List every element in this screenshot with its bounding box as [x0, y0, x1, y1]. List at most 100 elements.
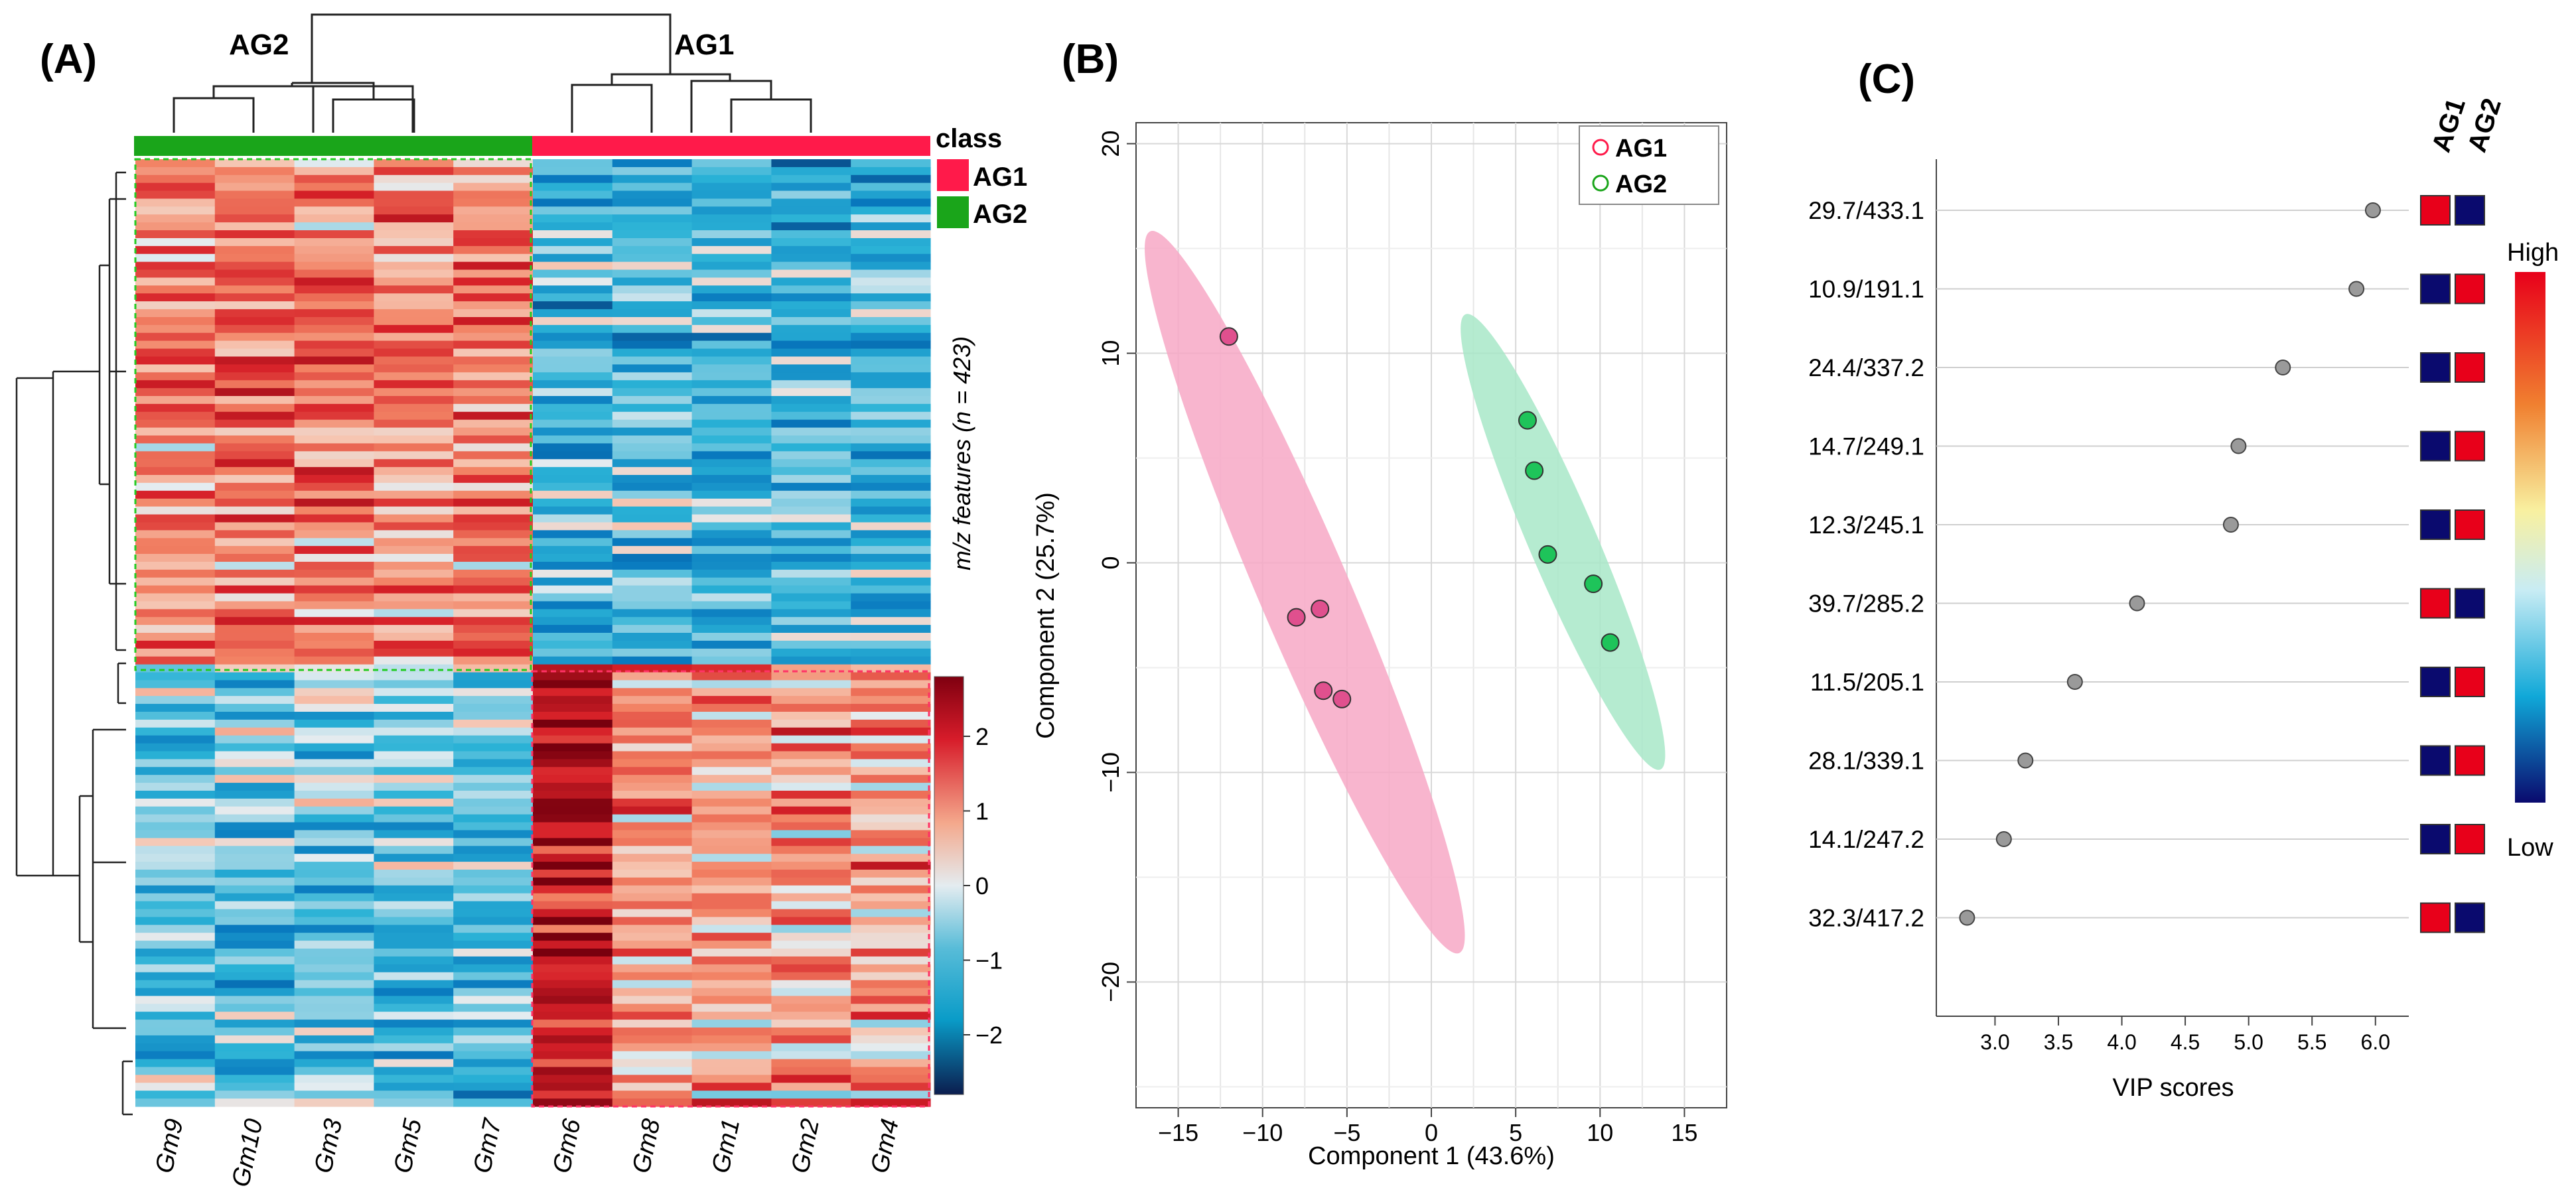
heatmap-cell: [533, 348, 613, 358]
heatmap-cell: [214, 783, 295, 791]
heatmap-cell: [851, 380, 931, 389]
vip-rows: 29.7/433.1 10.9/191.1 24.4/337.2 14.7/249.1…: [1808, 195, 2485, 933]
heatmap-cell: [851, 419, 931, 429]
heatmap-cell: [533, 190, 613, 200]
heatmap-cell: [214, 293, 295, 302]
heatmap-cell: [453, 917, 534, 925]
heatmap-cell: [294, 293, 374, 302]
heatmap-cell: [374, 846, 454, 854]
heatmap-cell: [612, 356, 693, 365]
heatmap-cell: [691, 925, 772, 933]
heatmap-cell: [135, 822, 216, 831]
heatmap-cell: [214, 214, 295, 223]
heatmap-cell: [135, 403, 216, 413]
heatmap-cell: [851, 253, 931, 263]
heatmap-cell: [771, 498, 851, 507]
heatmap-cell: [374, 783, 454, 791]
heatmap-cell: [135, 609, 216, 618]
heatmap-cell: [453, 972, 534, 981]
vip-group-cell-ag1: [2420, 745, 2451, 776]
heatmap-cell: [771, 972, 851, 981]
heatmap-cell: [533, 506, 613, 515]
heatmap-cell: [533, 964, 613, 973]
heatmap-cell: [374, 1051, 454, 1060]
heatmap-cell: [214, 1075, 295, 1083]
heatmap-cell: [612, 427, 693, 436]
heatmap-cell: [771, 822, 851, 831]
heatmap-cell: [612, 214, 693, 223]
heatmap-cell: [851, 1067, 931, 1075]
vip-score-point: [2348, 281, 2365, 297]
heatmap-cell: [294, 625, 374, 633]
pca-legend-marker-ag2: [1592, 174, 1609, 192]
heatmap-cell: [294, 775, 374, 783]
heatmap-cell: [612, 727, 693, 736]
heatmap-cell: [691, 625, 772, 633]
heatmap-cell: [453, 261, 534, 271]
heatmap-cell: [214, 253, 295, 263]
heatmap-cell: [533, 759, 613, 767]
heatmap-cell: [135, 506, 216, 515]
heatmap-cell: [691, 506, 772, 515]
heatmap-cell: [294, 585, 374, 594]
heatmap-cell: [612, 814, 693, 823]
heatmap-cell: [294, 214, 374, 223]
heatmap-cell: [691, 1075, 772, 1083]
heatmap-cell: [771, 538, 851, 547]
panel-a-label: (A): [40, 36, 97, 82]
heatmap-cell: [214, 403, 295, 413]
heatmap-cell: [691, 498, 772, 507]
heatmap-cell: [453, 822, 534, 831]
heatmap-cell: [135, 1083, 216, 1091]
heatmap-cell: [771, 980, 851, 989]
heatmap-cell: [214, 348, 295, 358]
heatmap-cell: [851, 435, 931, 444]
heatmap-cell: [135, 925, 216, 933]
heatmap-cell: [691, 1098, 772, 1107]
vip-score-point: [2222, 517, 2239, 533]
heatmap-cell: [691, 459, 772, 468]
vip-score-point: [1995, 831, 2012, 847]
heatmap-cell: [374, 688, 454, 696]
heatmap-cell: [771, 514, 851, 523]
heatmap-cell: [214, 245, 295, 255]
heatmap-cell: [851, 664, 931, 673]
heatmap-cell: [851, 238, 931, 247]
heatmap-cell: [453, 688, 534, 696]
vip-axis-ticks: 3.0 3.5 4.0 4.5 5.0 5.5 6.0: [1980, 1016, 2390, 1054]
heatmap-cell: [374, 949, 454, 957]
heatmap-cell: [533, 1028, 613, 1036]
pca-legend-label-ag1: AG1: [1615, 135, 1667, 163]
heatmap-cell: [533, 941, 613, 949]
heatmap-cell: [691, 356, 772, 365]
heatmap-cell: [851, 459, 931, 468]
heatmap-cell: [374, 182, 454, 192]
heatmap-cell: [533, 925, 613, 933]
heatmap-cell: [294, 364, 374, 373]
heatmap-cell: [214, 956, 295, 965]
heatmap-cell: [135, 222, 216, 231]
heatmap-cell: [691, 451, 772, 460]
heatmap-cell: [691, 933, 772, 941]
heatmap-cell: [294, 190, 374, 200]
heatmap-cell: [453, 490, 534, 499]
heatmap-cell: [453, 980, 534, 989]
heatmap-cell: [453, 269, 534, 279]
heatmap-cell: [851, 261, 931, 271]
vip-score-point: [2066, 674, 2083, 690]
heatmap-cell: [533, 917, 613, 925]
heatmap-cell: [612, 870, 693, 878]
heatmap-cell: [214, 269, 295, 279]
heatmap-cell: [691, 348, 772, 358]
heatmap-cell: [135, 988, 216, 996]
heatmap-cell: [691, 332, 772, 342]
heatmap-cell: [214, 198, 295, 207]
heatmap-cell: [851, 166, 931, 176]
heatmap-cell: [374, 482, 454, 492]
heatmap-cell: [691, 593, 772, 602]
heatmap-cell: [453, 767, 534, 775]
heatmap-cell: [612, 340, 693, 350]
heatmap-cell: [771, 1083, 851, 1091]
heatmap-cell: [374, 648, 454, 657]
heatmap-cell: [851, 791, 931, 799]
